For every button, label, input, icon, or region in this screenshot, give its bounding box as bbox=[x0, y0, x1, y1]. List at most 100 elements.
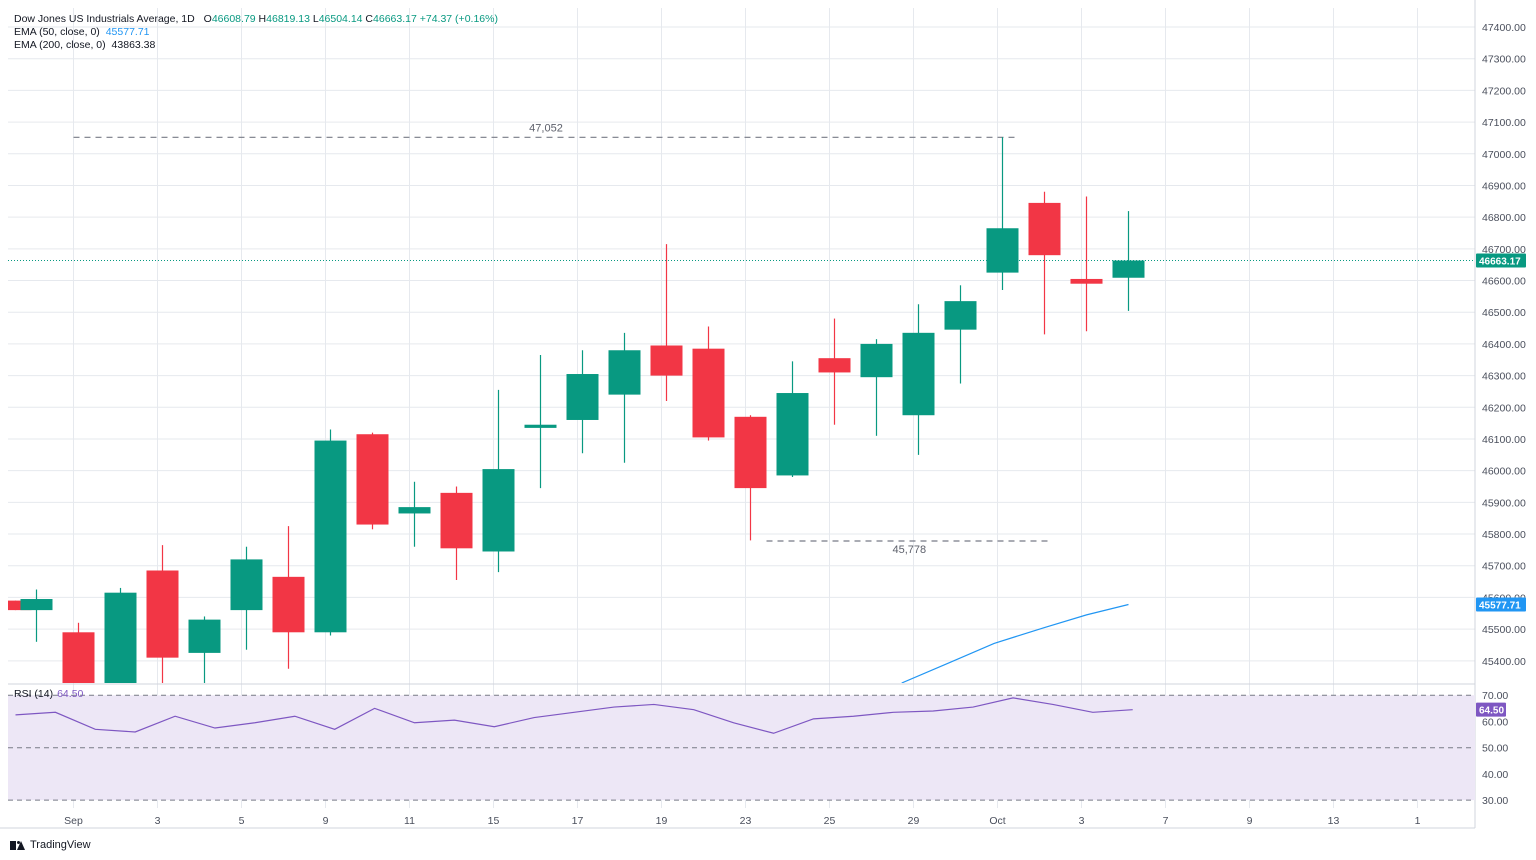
time-axis-tick-label: 9 bbox=[323, 815, 329, 827]
candle-up bbox=[1112, 260, 1145, 278]
rsi-badge bbox=[1476, 702, 1506, 717]
time-axis-tick-label: 3 bbox=[1079, 815, 1085, 827]
time-axis-tick-label: 7 bbox=[1163, 815, 1169, 827]
price-axis-tick-label: 45700.00 bbox=[1482, 561, 1526, 573]
candle-down bbox=[1070, 278, 1103, 284]
rsi-axis-tick-label: 70.00 bbox=[1482, 690, 1508, 702]
candle-up bbox=[566, 374, 599, 420]
candle-up bbox=[776, 393, 809, 476]
candle-up bbox=[398, 507, 431, 514]
open-value: 46608.79 bbox=[211, 13, 256, 25]
price-axis-tick-label: 46600.00 bbox=[1482, 276, 1526, 288]
price-axis-tick-label: 47200.00 bbox=[1482, 85, 1526, 97]
rsi-axis-tick-label: 40.00 bbox=[1482, 769, 1508, 781]
candle-down bbox=[146, 570, 179, 658]
price-axis-tick-label: 46200.00 bbox=[1482, 402, 1526, 414]
close-label: C bbox=[365, 13, 374, 25]
price-badge-label: 45577.71 bbox=[1479, 601, 1521, 612]
candle-up bbox=[104, 592, 137, 683]
candle-up bbox=[188, 619, 221, 653]
price-axis-tick-label: 47100.00 bbox=[1482, 117, 1526, 129]
level-label: 47,052 bbox=[529, 122, 563, 134]
ema200-legend: EMA (200, close, 0) 43863.38 bbox=[14, 39, 155, 52]
candle-down bbox=[62, 632, 95, 683]
candle-up bbox=[524, 424, 557, 428]
candle-up bbox=[20, 599, 53, 611]
candle-up bbox=[608, 350, 641, 395]
rsi-badge-label: 64.50 bbox=[1479, 706, 1504, 717]
change-value: +74.37 (+0.16%) bbox=[419, 13, 498, 25]
price-axis-tick-label: 45800.00 bbox=[1482, 529, 1526, 541]
price-axis-tick-label: 46300.00 bbox=[1482, 371, 1526, 383]
candle-down bbox=[734, 416, 767, 489]
tradingview-logo-icon bbox=[10, 840, 26, 851]
tradingview-brand[interactable]: TradingView bbox=[10, 839, 91, 851]
rsi-legend: RSI (14) 64.50 bbox=[14, 688, 83, 700]
price-axis-tick-label: 47400.00 bbox=[1482, 22, 1526, 34]
ema200-label: EMA (200, close, 0) bbox=[14, 39, 106, 51]
open-label: O bbox=[203, 13, 212, 25]
candle-up bbox=[482, 469, 515, 552]
candle-down bbox=[818, 358, 851, 373]
ema50-value: 45577.71 bbox=[105, 26, 150, 38]
candle-down bbox=[1028, 202, 1061, 256]
candle-down bbox=[8, 600, 32, 611]
price-axis-tick-label: 46500.00 bbox=[1482, 307, 1526, 319]
high-label: H bbox=[258, 13, 267, 25]
candle-up bbox=[860, 343, 893, 378]
symbol-legend: Dow Jones US Industrials Average, 1D O46… bbox=[14, 13, 498, 26]
price-axis-tick-label: 45400.00 bbox=[1482, 656, 1526, 668]
time-axis-tick-label: 13 bbox=[1328, 815, 1340, 827]
rsi-axis-tick-label: 60.00 bbox=[1482, 716, 1508, 728]
level-label: 45,778 bbox=[892, 544, 926, 556]
rsi-axis-tick-label: 30.00 bbox=[1482, 795, 1508, 807]
symbol-title: Dow Jones US Industrials Average, 1D bbox=[14, 13, 195, 25]
ema50-line bbox=[901, 603, 1129, 683]
time-axis-tick-label: 1 bbox=[1415, 815, 1421, 827]
ema200-value: 43863.38 bbox=[111, 39, 156, 51]
close-value: 46663.17 bbox=[373, 13, 417, 25]
price-axis-tick-label: 45500.00 bbox=[1482, 624, 1526, 636]
time-axis-tick-label: 3 bbox=[155, 815, 161, 827]
time-axis-tick-label: 29 bbox=[908, 815, 920, 827]
candle-down bbox=[356, 434, 389, 525]
time-axis-tick-label: 11 bbox=[404, 815, 415, 827]
price-axis-tick-label: 46700.00 bbox=[1482, 244, 1526, 256]
price-badge bbox=[1476, 597, 1526, 612]
candle-up bbox=[230, 559, 263, 611]
ema50-legend: EMA (50, close, 0) 45577.71 bbox=[14, 26, 150, 39]
time-axis-tick-label: 9 bbox=[1247, 815, 1253, 827]
price-axis-tick-label: 46800.00 bbox=[1482, 212, 1526, 224]
rsi-axis-tick-label: 50.00 bbox=[1482, 743, 1508, 755]
low-label: L bbox=[312, 13, 319, 25]
ema50-label: EMA (50, close, 0) bbox=[14, 26, 100, 38]
price-axis-tick-label: 47000.00 bbox=[1482, 149, 1526, 161]
rsi-line bbox=[15, 697, 1133, 734]
price-badge-label: 46663.17 bbox=[1479, 257, 1521, 268]
time-axis-tick-label: 19 bbox=[656, 815, 668, 827]
price-axis-tick-label: 46900.00 bbox=[1482, 180, 1526, 192]
candle-up bbox=[314, 440, 347, 633]
candle-down bbox=[650, 345, 683, 376]
rsi-label: RSI (14) bbox=[14, 688, 54, 700]
price-axis-tick-label: 46400.00 bbox=[1482, 339, 1526, 351]
price-axis-tick-label: 46000.00 bbox=[1482, 466, 1526, 478]
rsi-value: 64.50 bbox=[57, 688, 84, 700]
high-value: 46819.13 bbox=[266, 13, 310, 25]
candle-down bbox=[440, 492, 473, 549]
time-axis-tick-label: 17 bbox=[572, 815, 584, 827]
candle-up bbox=[986, 228, 1019, 273]
brand-name: TradingView bbox=[30, 839, 91, 851]
time-axis-tick-label: Oct bbox=[989, 815, 1005, 827]
low-value: 46504.14 bbox=[318, 13, 363, 25]
candle-down bbox=[272, 576, 305, 633]
price-axis-tick-label: 46100.00 bbox=[1482, 434, 1526, 446]
candles-group bbox=[8, 136, 1145, 683]
time-axis-tick-label: Sep bbox=[64, 815, 83, 827]
candle-up bbox=[902, 332, 935, 416]
time-axis-tick-label: 5 bbox=[239, 815, 245, 827]
price-badge bbox=[1476, 253, 1526, 268]
candle-down bbox=[692, 348, 725, 438]
price-axis-tick-label: 45900.00 bbox=[1482, 497, 1526, 509]
